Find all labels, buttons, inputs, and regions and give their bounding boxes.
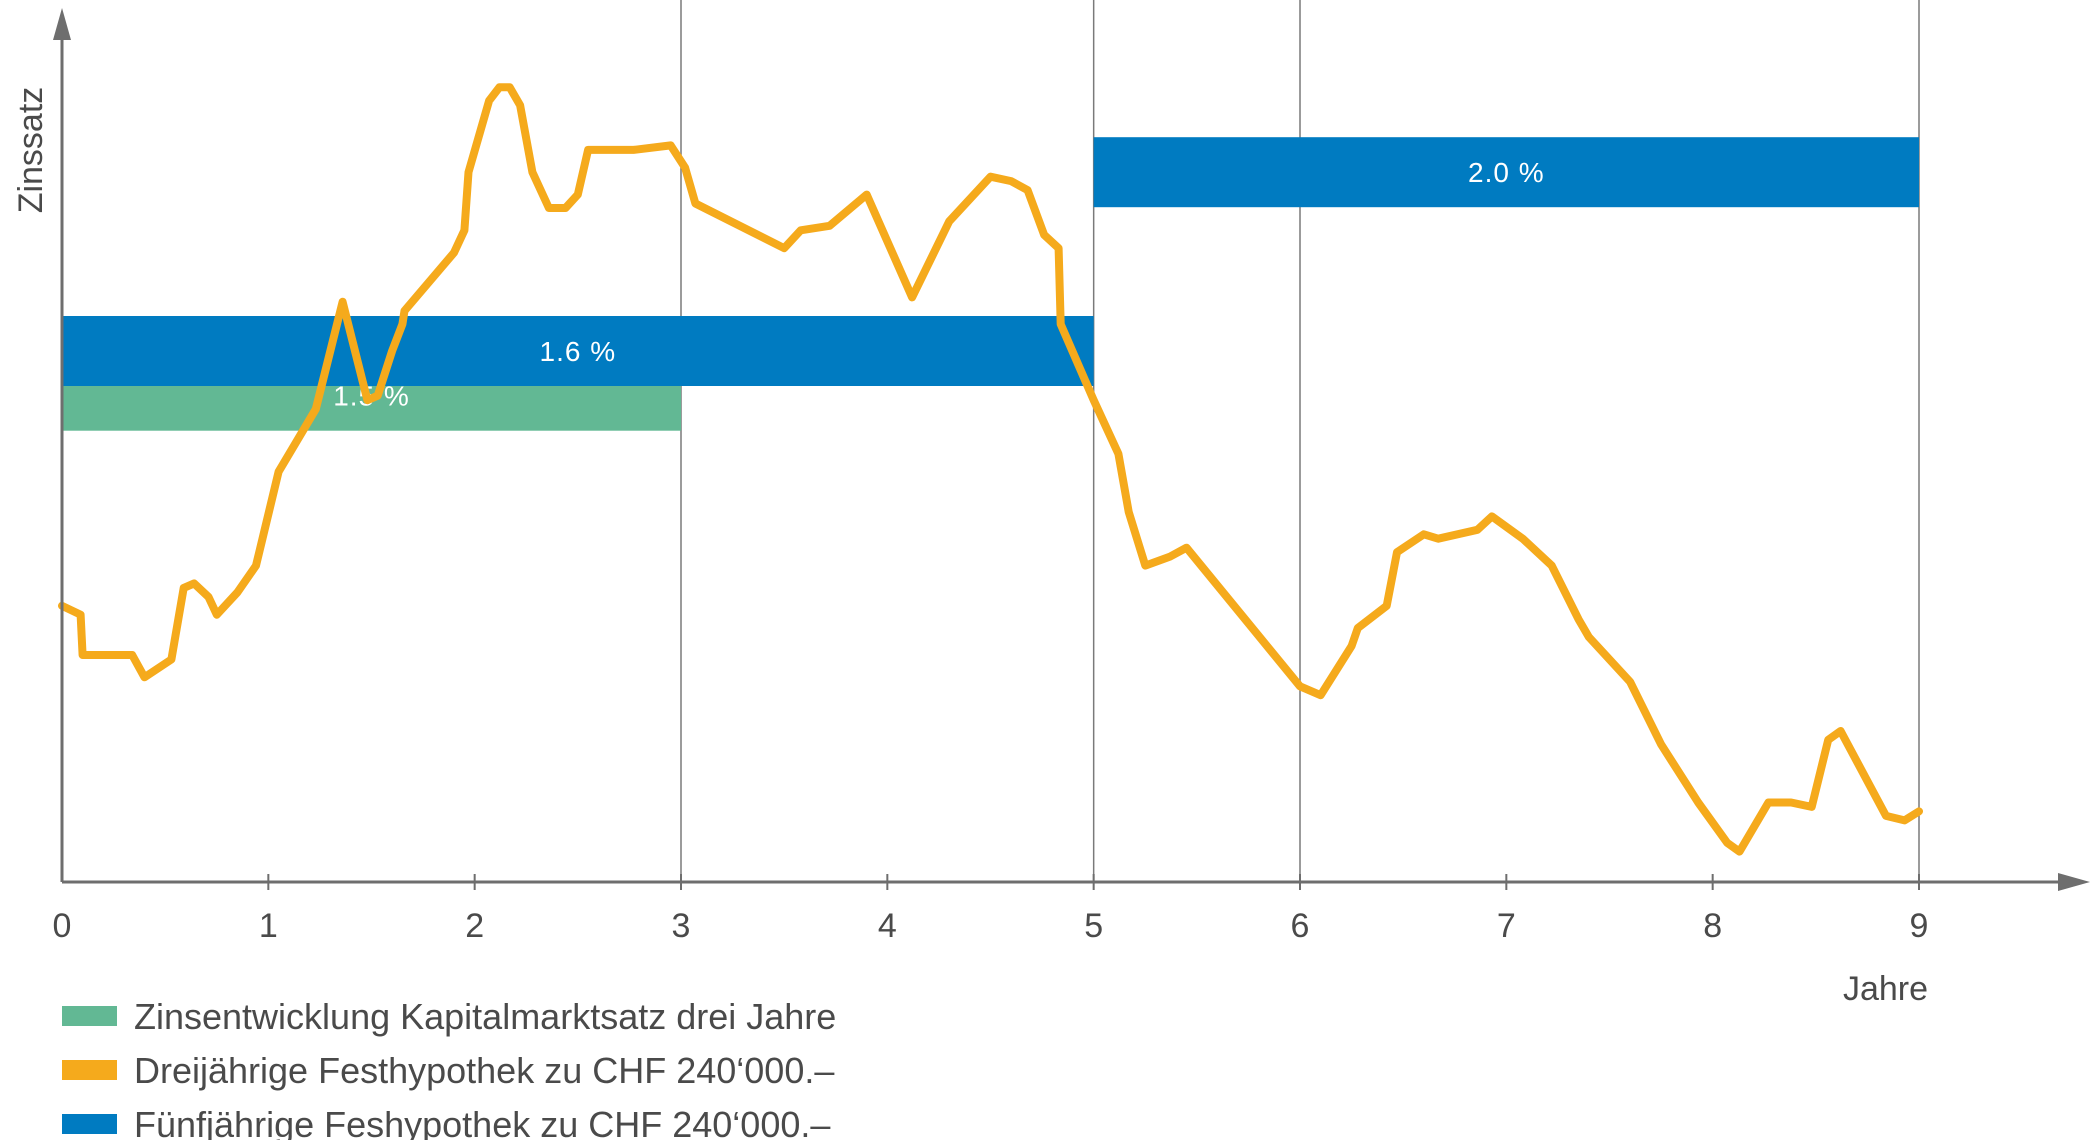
legend-label: Fünfjährige Feshypothek zu CHF 240‘000.– <box>134 1104 830 1140</box>
gridlines <box>680 0 1920 882</box>
rate-bar-blue-20 <box>1093 137 1919 208</box>
legend-label: Zinsentwicklung Kapitalmarktsatz drei Ja… <box>134 996 836 1037</box>
rate-bars: 1.5 %3.0 %1.6 %2.0 % <box>62 137 1919 431</box>
legend-swatch-blue <box>62 1114 117 1134</box>
rate-bar-label: 1.6 % <box>540 336 617 367</box>
x-tick-label: 1 <box>259 907 278 945</box>
x-tick-label: 6 <box>1291 907 1310 945</box>
x-axis-arrow-icon <box>2058 873 2090 891</box>
rate-bar-blue-16 <box>62 316 1094 386</box>
legend-swatch-orange <box>62 1060 117 1080</box>
x-tick-label: 3 <box>672 907 691 945</box>
x-tick-label: 2 <box>465 907 484 945</box>
legend-swatch-green <box>62 1006 117 1026</box>
y-axis-title: Zinssatz <box>12 87 50 214</box>
legend: Zinsentwicklung Kapitalmarktsatz drei Ja… <box>62 996 836 1140</box>
legend-label: Dreijährige Festhypothek zu CHF 240‘000.… <box>134 1050 834 1091</box>
x-tick-label: 9 <box>1910 907 1929 945</box>
series-line-festhypothek <box>58 83 1923 856</box>
x-tick-label: 8 <box>1703 907 1722 945</box>
x-tick-label: 5 <box>1084 907 1103 945</box>
y-axis-arrow-icon <box>53 8 71 40</box>
rate-bar-label: 2.0 % <box>1468 157 1545 188</box>
x-tick-label: 0 <box>53 907 72 945</box>
x-axis-title: Jahre <box>1843 970 1928 1008</box>
line-series <box>58 83 1923 856</box>
x-tick-label: 4 <box>878 907 897 945</box>
x-tick-label: 7 <box>1497 907 1516 945</box>
axes <box>53 8 2090 891</box>
x-tick-labels: 0 1 2 3 4 5 6 7 8 9 <box>53 874 1929 945</box>
